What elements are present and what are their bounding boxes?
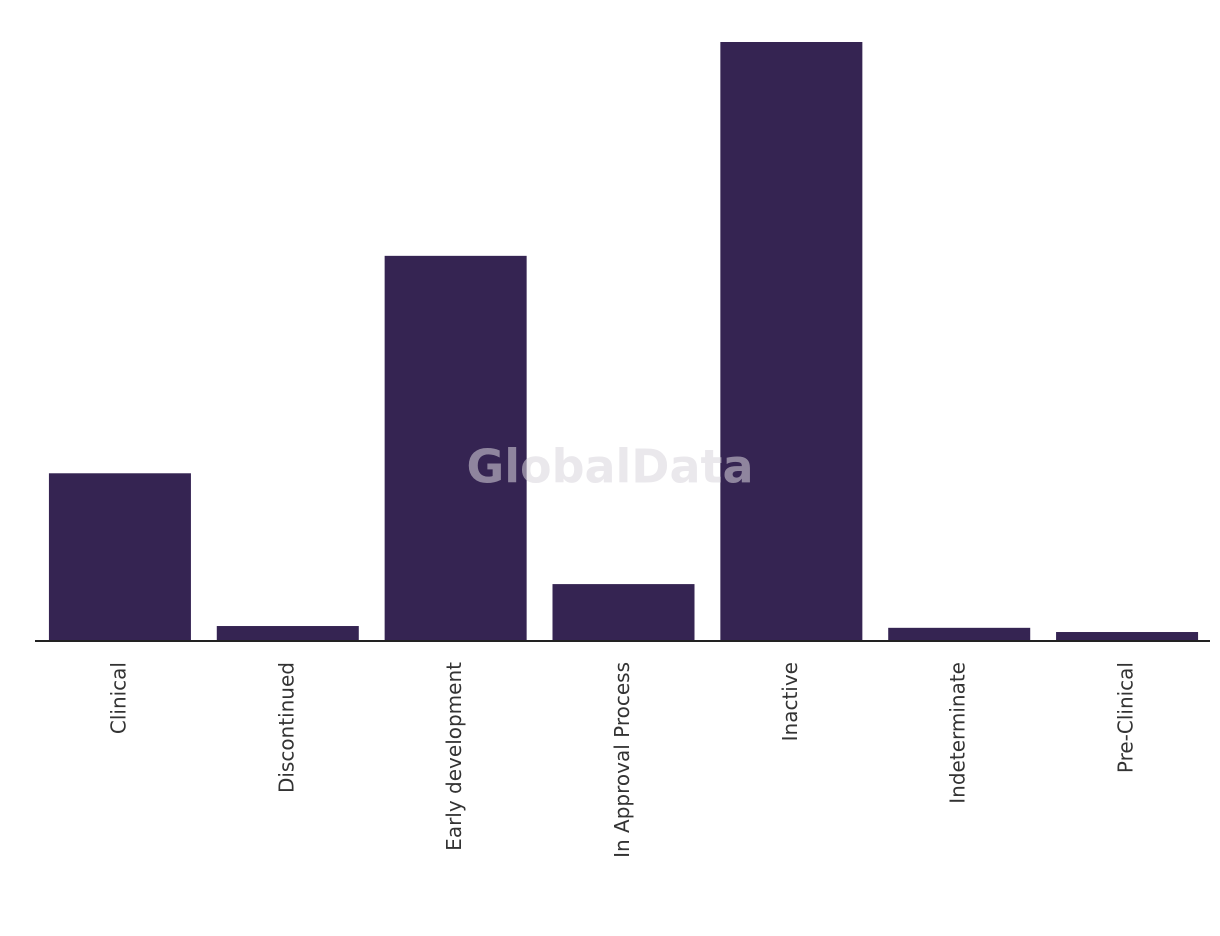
x-tick-label: Pre-Clinical xyxy=(1114,662,1138,773)
bar xyxy=(384,255,527,641)
bar xyxy=(552,584,695,641)
x-tick-label: In Approval Process xyxy=(610,662,634,858)
x-tick-label: Early development xyxy=(442,662,466,851)
x-tick-label: Indeterminate xyxy=(946,662,970,804)
watermark: GlobalData xyxy=(466,440,753,494)
x-tick-label: Clinical xyxy=(106,662,130,734)
bar xyxy=(888,627,1031,641)
bar xyxy=(720,42,863,641)
bar xyxy=(1056,632,1199,641)
bar xyxy=(216,626,359,641)
x-tick-label: Discontinued xyxy=(274,662,298,793)
x-tick-label: Inactive xyxy=(778,662,802,741)
bar xyxy=(48,473,191,641)
